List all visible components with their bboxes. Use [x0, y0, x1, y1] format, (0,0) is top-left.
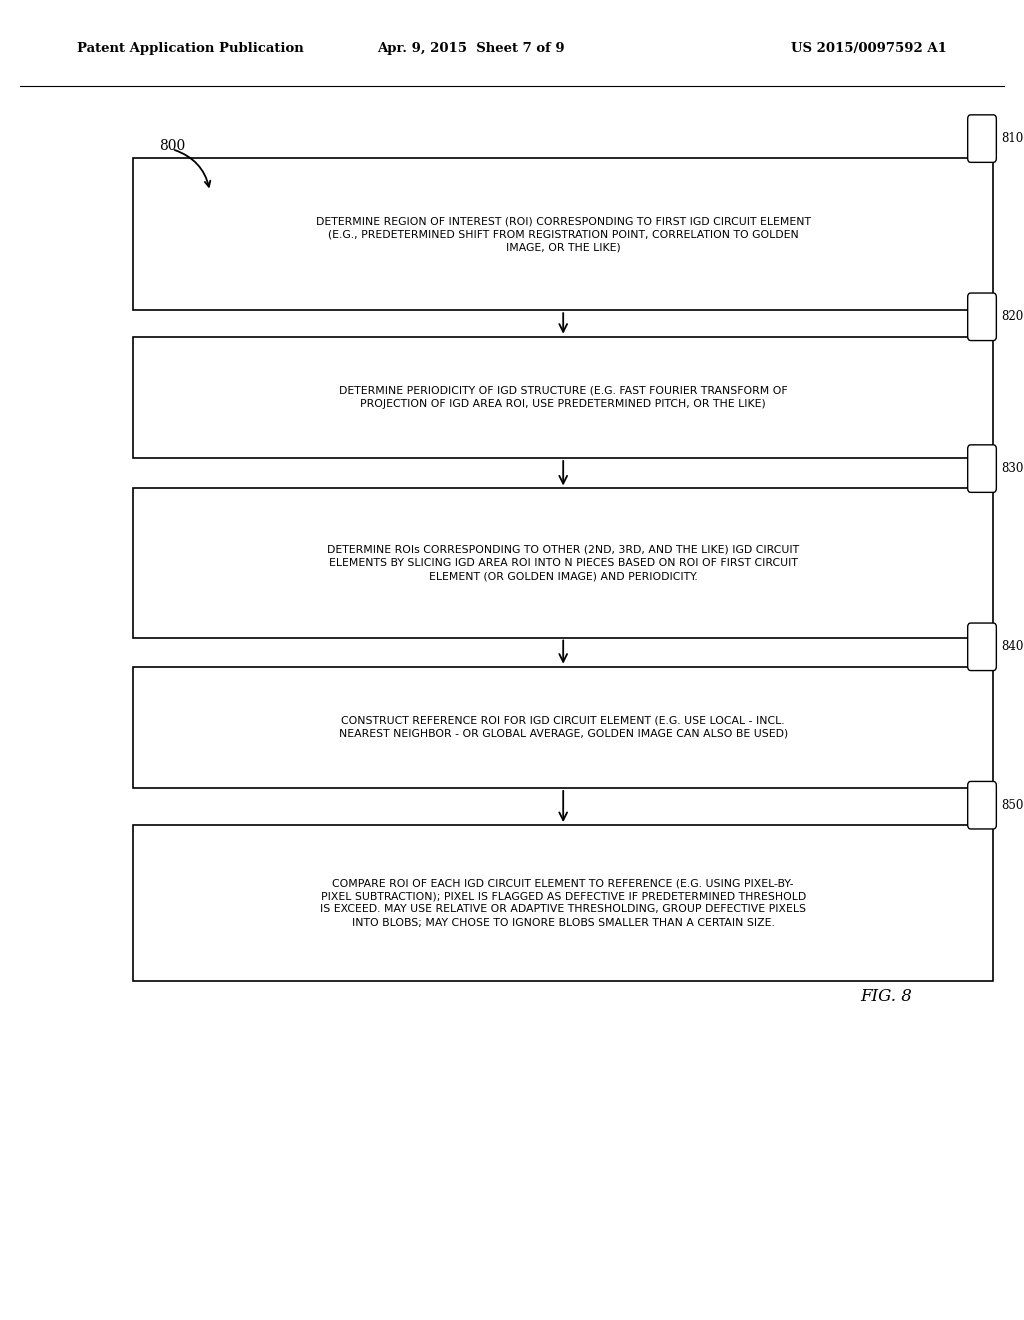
Text: 850: 850: [1001, 799, 1024, 812]
FancyBboxPatch shape: [968, 623, 996, 671]
Text: FIG. 8: FIG. 8: [860, 989, 912, 1005]
FancyBboxPatch shape: [968, 115, 996, 162]
Text: COMPARE ROI OF EACH IGD CIRCUIT ELEMENT TO REFERENCE (E.G. USING PIXEL-BY-
PIXEL: COMPARE ROI OF EACH IGD CIRCUIT ELEMENT …: [321, 878, 806, 928]
FancyBboxPatch shape: [968, 781, 996, 829]
Text: DETERMINE REGION OF INTEREST (ROI) CORRESPONDING TO FIRST IGD CIRCUIT ELEMENT
(E: DETERMINE REGION OF INTEREST (ROI) CORRE…: [315, 216, 811, 252]
Text: DETERMINE PERIODICITY OF IGD STRUCTURE (E.G. FAST FOURIER TRANSFORM OF
PROJECTIO: DETERMINE PERIODICITY OF IGD STRUCTURE (…: [339, 385, 787, 409]
Text: US 2015/0097592 A1: US 2015/0097592 A1: [792, 42, 947, 55]
Bar: [133, 337, 993, 458]
Text: Patent Application Publication: Patent Application Publication: [77, 42, 303, 55]
Bar: [133, 158, 993, 310]
Text: DETERMINE ROIs CORRESPONDING TO OTHER (2ND, 3RD, AND THE LIKE) IGD CIRCUIT
ELEME: DETERMINE ROIs CORRESPONDING TO OTHER (2…: [327, 545, 800, 581]
Text: 840: 840: [1001, 640, 1024, 653]
Text: 810: 810: [1001, 132, 1024, 145]
Bar: [133, 488, 993, 638]
Bar: [133, 667, 993, 788]
FancyBboxPatch shape: [968, 445, 996, 492]
Text: 800: 800: [159, 139, 185, 153]
Text: 820: 820: [1001, 310, 1024, 323]
Text: 830: 830: [1001, 462, 1024, 475]
Text: CONSTRUCT REFERENCE ROI FOR IGD CIRCUIT ELEMENT (E.G. USE LOCAL - INCL.
NEAREST : CONSTRUCT REFERENCE ROI FOR IGD CIRCUIT …: [339, 715, 787, 739]
Text: Apr. 9, 2015  Sheet 7 of 9: Apr. 9, 2015 Sheet 7 of 9: [377, 42, 565, 55]
Bar: [133, 825, 993, 981]
FancyBboxPatch shape: [968, 293, 996, 341]
